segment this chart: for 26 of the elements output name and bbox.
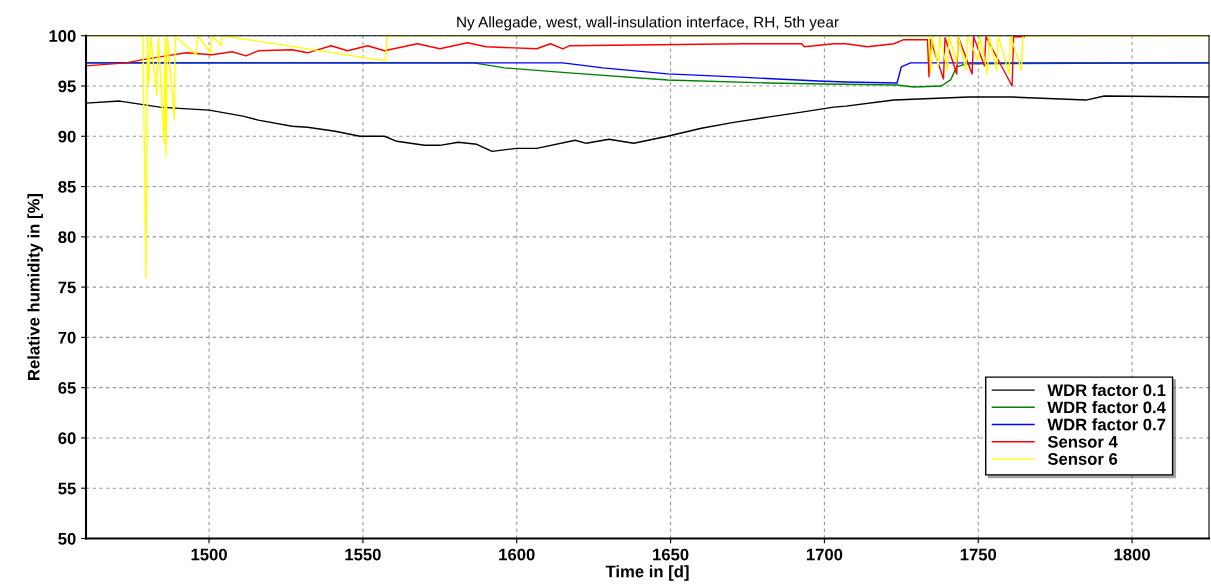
legend-label: WDR factor 0.4 bbox=[1047, 401, 1166, 414]
chart-title: Ny Allegade, west, wall-insulation interface, RH, 5th year bbox=[457, 16, 839, 31]
x-tick-label: 1650 bbox=[653, 548, 689, 561]
legend-label: WDR factor 0.7 bbox=[1047, 418, 1166, 431]
y-tick-label: 55 bbox=[58, 482, 76, 495]
x-tick-label: 1750 bbox=[960, 548, 997, 561]
y-tick-label: 60 bbox=[58, 432, 76, 445]
y-axis-title: Relative humidity in [%] bbox=[27, 194, 43, 380]
x-tick-label: 1600 bbox=[499, 548, 535, 561]
legend-label: Sensor 4 bbox=[1047, 435, 1118, 448]
y-tick-label: 85 bbox=[58, 180, 76, 193]
y-tick-label: 100 bbox=[49, 30, 76, 42]
x-tick-label: 1800 bbox=[1114, 548, 1150, 561]
y-tick-label: 50 bbox=[58, 532, 76, 545]
y-tick-label: 65 bbox=[58, 382, 76, 394]
x-tick-label: 1700 bbox=[806, 548, 843, 561]
y-tick-label: 90 bbox=[58, 130, 76, 143]
x-tick-label: 1550 bbox=[345, 548, 381, 561]
y-tick-label: 75 bbox=[58, 281, 76, 294]
legend-label: WDR factor 0.1 bbox=[1047, 383, 1166, 397]
x-axis-title: Time in [d] bbox=[605, 565, 689, 581]
y-tick-label: 70 bbox=[58, 331, 76, 344]
y-tick-label: 80 bbox=[58, 231, 76, 244]
x-tick-label: 1500 bbox=[191, 548, 227, 561]
y-tick-label: 95 bbox=[58, 80, 76, 93]
legend-label: Sensor 6 bbox=[1047, 453, 1118, 465]
